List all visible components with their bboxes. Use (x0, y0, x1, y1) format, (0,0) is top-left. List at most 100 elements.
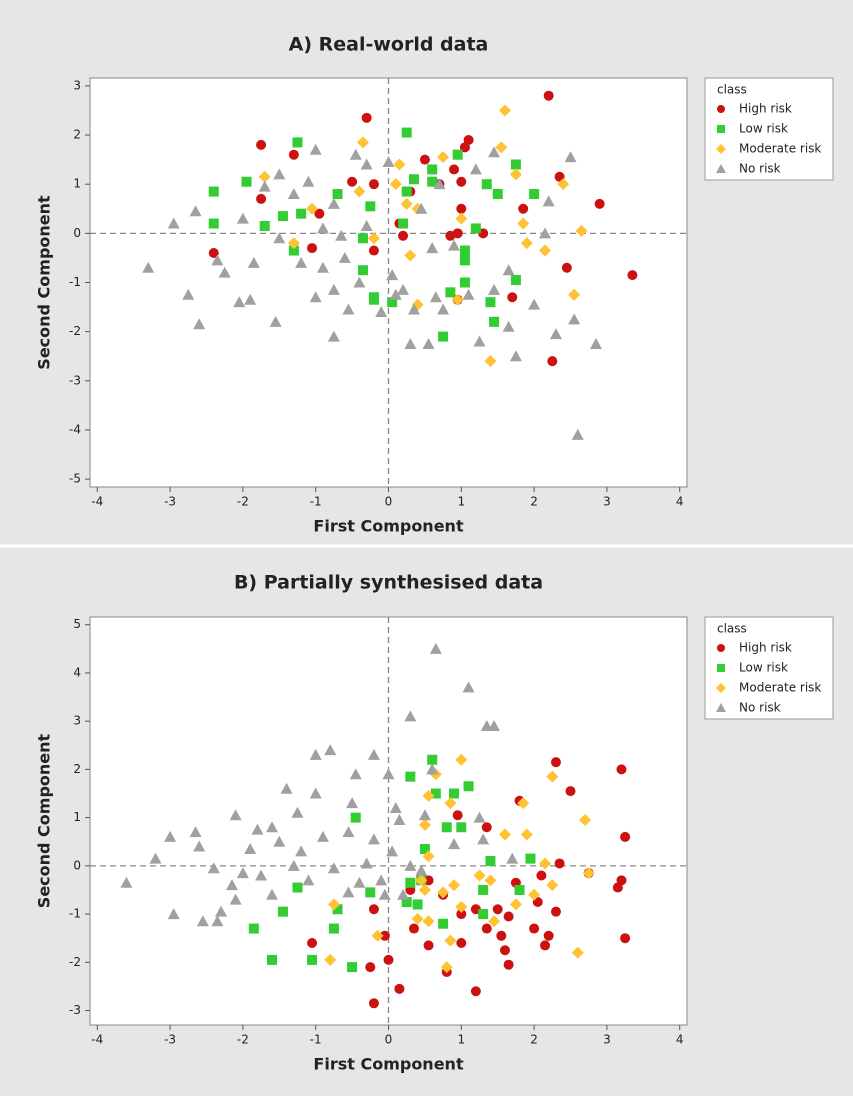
point (429, 642, 442, 654)
point (437, 886, 450, 899)
point (236, 867, 249, 879)
point (316, 830, 329, 842)
y-tick-label: 3 (73, 714, 81, 728)
point (499, 945, 510, 956)
point (418, 883, 431, 896)
point (507, 292, 518, 303)
point (449, 164, 460, 175)
point (463, 134, 474, 145)
point (488, 283, 501, 295)
point (309, 787, 322, 799)
point (539, 857, 552, 870)
point (397, 888, 410, 900)
point (525, 853, 536, 864)
point (627, 270, 638, 281)
point (241, 176, 252, 187)
point (379, 930, 390, 941)
point (368, 292, 379, 303)
point (437, 151, 450, 164)
point (492, 904, 503, 915)
point (418, 809, 431, 821)
point (273, 835, 286, 847)
point (503, 959, 514, 970)
point (528, 888, 541, 901)
point (273, 168, 286, 180)
point (258, 180, 271, 192)
point (167, 908, 180, 920)
point (244, 842, 257, 854)
legend-marker (717, 644, 725, 652)
point (426, 763, 439, 775)
point (368, 904, 379, 915)
point (448, 838, 461, 850)
point (554, 171, 565, 182)
point (518, 203, 529, 214)
point (502, 320, 515, 332)
point (208, 248, 219, 259)
chart-title: B) Partially synthesised data (234, 572, 543, 594)
point (353, 276, 366, 288)
point (571, 428, 584, 440)
legend-title: class (717, 83, 747, 97)
point (620, 933, 631, 944)
point (307, 938, 318, 949)
point (459, 277, 470, 288)
point (462, 681, 475, 693)
point (404, 249, 417, 262)
point (332, 189, 343, 200)
point (546, 879, 559, 892)
legend-marker (716, 144, 726, 154)
point (433, 178, 446, 190)
legend-label: No risk (739, 162, 781, 176)
point (266, 888, 279, 900)
point (389, 801, 402, 813)
y-tick-label: 4 (73, 665, 81, 679)
y-axis-label: Second Component (35, 195, 54, 370)
point (400, 197, 413, 210)
point (422, 789, 435, 802)
point (445, 287, 456, 298)
point (233, 296, 246, 308)
point (408, 174, 419, 185)
point (546, 770, 559, 783)
y-tick-label: -1 (69, 275, 81, 289)
point (418, 818, 431, 831)
point (561, 262, 572, 273)
point (484, 874, 497, 887)
point (347, 962, 358, 973)
point (449, 788, 460, 799)
legend-label: Moderate risk (739, 142, 821, 156)
point (488, 915, 501, 928)
point (386, 269, 399, 281)
point (368, 179, 379, 190)
legend-marker (716, 683, 726, 693)
point (528, 298, 541, 310)
point (256, 139, 267, 150)
point (539, 227, 552, 239)
point (342, 886, 355, 898)
point (229, 893, 242, 905)
point (488, 719, 501, 731)
legend-marker (717, 125, 725, 133)
point (307, 954, 318, 965)
x-tick-label: -3 (164, 495, 176, 509)
point (568, 288, 581, 301)
x-tick-label: -3 (164, 1033, 176, 1047)
y-tick-label: -2 (69, 324, 81, 338)
point (347, 176, 358, 187)
point (427, 176, 438, 187)
point (448, 879, 461, 892)
point (564, 151, 577, 163)
point (327, 283, 340, 295)
point (557, 178, 570, 191)
point (470, 986, 481, 997)
x-tick-label: -1 (310, 1033, 322, 1047)
point (360, 158, 373, 170)
y-tick-label: 0 (73, 858, 81, 872)
legend-title: class (717, 622, 747, 636)
point (215, 905, 228, 917)
point (291, 806, 304, 818)
point (430, 788, 441, 799)
point (211, 915, 224, 927)
point (120, 876, 133, 888)
